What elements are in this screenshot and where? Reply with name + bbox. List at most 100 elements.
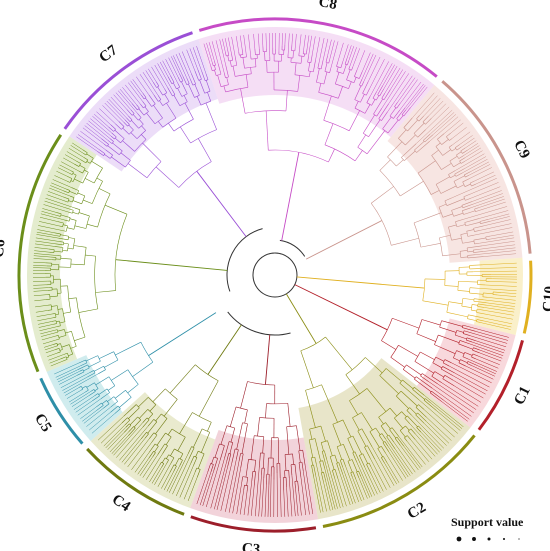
internal-branch [240,453,244,469]
internal-branch [242,57,245,69]
internal-branch [480,221,490,224]
node-arc [321,440,328,443]
leaf-branch [410,86,428,108]
node-arc [97,193,111,228]
leaf-branch [60,372,90,388]
internal-branch [137,113,142,118]
leaf-branch [90,118,112,137]
internal-branch [63,224,68,227]
leaf-branch [471,190,502,202]
internal-branch [213,458,218,471]
internal-branch [87,372,96,378]
internal-branch [412,389,425,400]
internal-branch [460,250,468,252]
leaf-branch [484,307,515,313]
internal-branch [254,460,256,472]
internal-branch [318,83,322,93]
internal-branch [241,423,248,454]
internal-branch [338,462,344,475]
leaf-branch [196,45,207,75]
leaf-branch [337,478,347,507]
leaf-branch [88,120,111,139]
clade-label-c8: C8 [317,0,338,13]
leaf-branch [72,142,83,150]
internal-branch [194,84,200,96]
leaf-branch [94,113,109,128]
internal-branch [472,353,479,357]
internal-branch [472,304,478,306]
leaf-branch [82,127,105,145]
leaf-branch [318,37,325,64]
internal-branch [104,204,128,215]
internal-branch [398,115,404,121]
internal-branch [431,390,444,401]
internal-branch [403,369,416,379]
leaf-branch [187,477,198,501]
internal-branch [446,198,465,206]
internal-branch [407,415,418,427]
leaf-branch [248,34,251,57]
internal-branch [86,223,98,228]
support-dot [518,538,520,540]
leaf-branch [430,402,463,429]
leaf-branch [261,33,264,47]
internal-branch [309,428,313,440]
internal-branch [416,141,430,153]
internal-branch [63,352,68,355]
internal-branch [493,291,501,293]
internal-branch [310,457,314,466]
internal-branch [290,464,293,476]
internal-branch [72,200,82,205]
leaf-branch [485,284,517,287]
leaf-branch [148,68,157,82]
leaf-branch [73,395,95,410]
internal-branch [107,145,120,155]
internal-branch [142,142,162,162]
internal-branch [86,153,94,159]
leaf-branch [102,105,120,122]
internal-branch [55,243,64,246]
internal-branch [471,183,476,187]
internal-branch [149,443,156,453]
internal-branch [305,390,316,428]
internal-branch [366,96,371,103]
node-arc [298,449,303,452]
leaf-branch [76,136,98,152]
node-arc [414,149,417,153]
internal-branch [144,433,149,439]
internal-branch [180,126,191,144]
leaf-branch [92,115,112,134]
internal-branch [308,439,314,458]
internal-branch [456,350,465,355]
internal-branch [205,80,211,92]
node-arc [305,384,322,391]
internal-branch [356,471,360,479]
node-arc [324,144,356,162]
internal-branch [336,61,339,67]
leaf-branch [470,161,490,172]
internal-branch [346,69,351,80]
internal-branch [157,86,164,96]
internal-branch [111,369,128,381]
internal-branch [57,308,63,310]
support-dot [472,537,476,541]
leaf-branch [325,480,334,511]
internal-branch [406,364,422,376]
internal-branch [151,434,158,443]
internal-branch [179,453,184,460]
leaf-branch [71,395,90,407]
internal-branch [361,428,373,448]
leaf-branch [483,299,516,304]
leaf-branch [228,461,240,513]
internal-branch [451,237,462,241]
internal-branch [147,419,155,427]
leaf-branch [56,369,79,380]
leaf-branch [444,119,461,134]
leaf-branch [469,335,507,348]
internal-branch [236,422,243,450]
internal-branch [297,75,301,92]
internal-branch [120,152,131,161]
node-arc [285,453,293,455]
leaf-branch [381,71,406,109]
leaf-branch [475,333,508,344]
